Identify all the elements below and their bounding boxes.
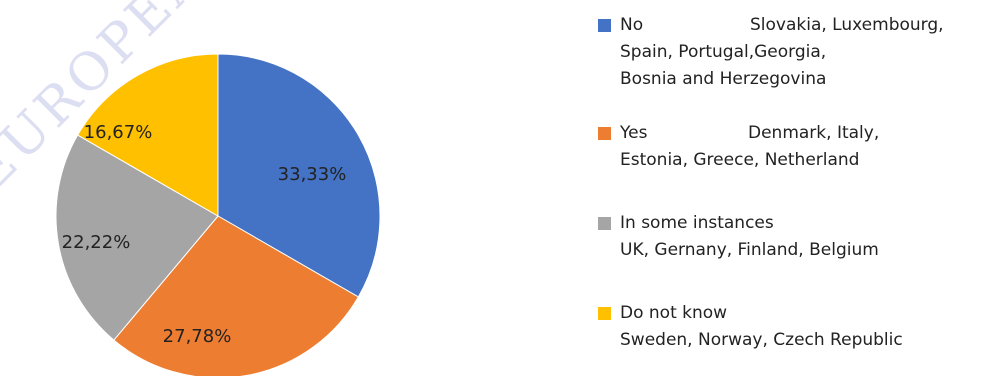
legend-item-yes: Yes Denmark, Italy, Estonia, Greece, Net… [598, 120, 978, 210]
legend-item-some: In some instances UK, Gernany, Finland, … [598, 210, 978, 300]
pie-slice-2 [55, 134, 219, 341]
legend-swatch-no [598, 19, 611, 32]
pie-slice-3 [77, 53, 219, 217]
legend-swatch-dont-know [598, 307, 611, 320]
legend-countries: UK, Gernany, Finland, Belgium [620, 240, 879, 260]
legend-countries: Estonia, Greece, Netherland [620, 150, 860, 170]
legend-swatch-some [598, 217, 611, 230]
legend-countries: Sweden, Norway, Czech Republic [620, 330, 903, 350]
slice-label-3: 16,67% [84, 122, 153, 143]
legend-countries: Spain, Portugal,Georgia, [620, 42, 827, 62]
legend-countries: Denmark, Italy, [748, 123, 880, 143]
legend-item-no: No Slovakia, Luxembourg, Spain, Portugal… [598, 12, 978, 120]
legend-swatch-yes [598, 127, 611, 140]
legend-answer: Yes [620, 123, 648, 143]
legend-answer: Do not know [620, 303, 728, 323]
slice-label-2: 22,22% [62, 232, 131, 253]
legend-answer: No [620, 15, 644, 35]
legend-answer: In some instances [620, 213, 774, 233]
legend-item-dont-know: Do not know Sweden, Norway, Czech Republ… [598, 300, 978, 360]
slice-label-0: 33,33% [278, 164, 347, 185]
pie-slice-1 [113, 215, 359, 376]
legend-countries: Slovakia, Luxembourg, [750, 15, 944, 35]
legend-countries: Bosnia and Herzegovina [620, 69, 827, 89]
slice-label-1: 27,78% [163, 326, 232, 347]
legend: No Slovakia, Luxembourg, Spain, Portugal… [598, 12, 978, 360]
pie-chart: 33,33% 27,78% 22,22% 16,67% [55, 53, 381, 376]
pie-slice-0 [217, 53, 381, 298]
